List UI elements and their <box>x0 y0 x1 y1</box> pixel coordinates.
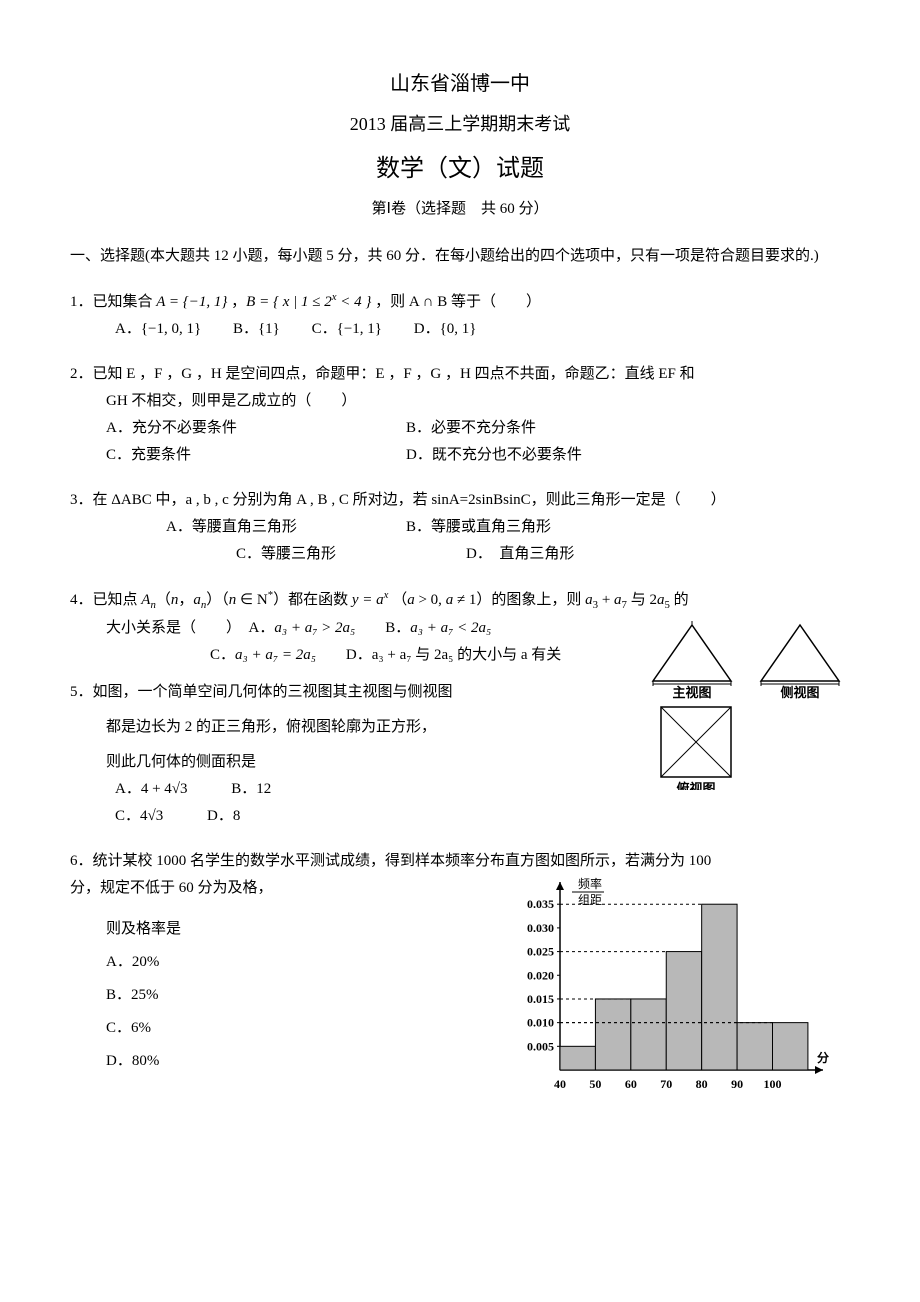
svg-text:0.010: 0.010 <box>527 1016 554 1030</box>
svg-text:0.030: 0.030 <box>527 921 554 935</box>
section-1-title: 一、选择题(本大题共 12 小题，每小题 5 分，共 60 分．在每小题给出的四… <box>70 243 850 270</box>
svg-text:俯视图: 俯视图 <box>676 781 715 790</box>
q1-setA: A = {−1, 1} <box>156 294 227 310</box>
three-view-diagram: 主视图 侧视图俯视图 <box>645 615 850 800</box>
q4-opt-a[interactable]: A．a₃ + a₇ > 2a₅ <box>249 620 356 636</box>
q1-opt-d[interactable]: D．{0, 1} <box>414 316 477 343</box>
svg-text:组距: 组距 <box>578 893 602 907</box>
q2-opt-c[interactable]: C．充要条件 <box>106 442 406 469</box>
part-title: 第Ⅰ卷（选择题 共 60 分） <box>70 196 850 223</box>
q1-opt-b[interactable]: B．{1} <box>233 316 280 343</box>
histogram-svg: 频率组距分 0.005 0.010 0.015 0.020 0.025 0.030 0.035… <box>505 875 850 1130</box>
q4-opt-b[interactable]: B．a₃ + a₇ < 2a₅ <box>385 620 491 636</box>
question-4: 4．已知点 An（n，an）（n ∈ N*）都在函数 y = ax （a > 0… <box>70 586 850 830</box>
subject-title: 数学（文）试题 <box>70 148 850 191</box>
q5-opt-d[interactable]: D．8 <box>207 803 240 830</box>
svg-text:分: 分 <box>817 1050 829 1065</box>
q2-options: A．充分不必要条件 B．必要不充分条件 C．充要条件 D．既不充分也不必要条件 <box>70 415 850 469</box>
three-view-svg: 主视图 侧视图俯视图 <box>645 615 850 790</box>
question-6: 6．统计某校 1000 名学生的数学水平测试成绩，得到样本频率分布直方图如图所示… <box>70 848 850 1140</box>
q3-options: A．等腰直角三角形 B．等腰或直角三角形 C．等腰三角形 D． 直角三角形 <box>70 514 850 568</box>
q4-stem: 4．已知点 An（n，an）（n ∈ N*）都在函数 y = ax （a > 0… <box>70 586 850 615</box>
q4-opt-c[interactable]: C．a₃ + a₇ = 2a₅ <box>210 647 316 663</box>
svg-text:90: 90 <box>731 1077 743 1091</box>
question-2: 2．已知 E ，F ，G ，H 是空间四点，命题甲：E ，F ，G ，H 四点不… <box>70 361 850 469</box>
svg-text:100: 100 <box>764 1077 782 1091</box>
histogram-diagram: 频率组距分 0.005 0.010 0.015 0.020 0.025 0.030 0.035… <box>505 875 850 1140</box>
q3-opt-a[interactable]: A．等腰直角三角形 <box>166 514 406 541</box>
svg-text:侧视图: 侧视图 <box>780 685 819 700</box>
q2-opt-b[interactable]: B．必要不充分条件 <box>406 415 536 442</box>
q1-opt-c[interactable]: C．{−1, 1} <box>312 316 382 343</box>
q2-opt-d[interactable]: D．既不充分也不必要条件 <box>406 442 582 469</box>
svg-text:60: 60 <box>625 1077 637 1091</box>
question-1: 1．已知集合 A = {−1, 1} ，B = { x | 1 ≤ 2x < 4… <box>70 288 850 343</box>
q3-line1: 3．在 ΔABC 中，a , b , c 分别为角 A , B , C 所对边，… <box>70 487 850 514</box>
svg-text:40: 40 <box>554 1077 566 1091</box>
svg-text:主视图: 主视图 <box>672 685 711 700</box>
svg-text:0.025: 0.025 <box>527 945 554 959</box>
exam-name: 2013 届高三上学期期末考试 <box>70 108 850 140</box>
svg-text:50: 50 <box>589 1077 601 1091</box>
q6-line1: 6．统计某校 1000 名学生的数学水平测试成绩，得到样本频率分布直方图如图所示… <box>70 848 850 875</box>
q1-options: A．{−1, 0, 1} B．{1} C．{−1, 1} D．{0, 1} <box>70 316 850 343</box>
q1-setB: B = { x | 1 ≤ 2x < 4 } <box>246 294 371 310</box>
q1-tail: ，则 A ∩ B 等于（ ） <box>371 294 541 310</box>
svg-text:0.015: 0.015 <box>527 992 554 1006</box>
svg-text:0.035: 0.035 <box>527 897 554 911</box>
q4-opt-d[interactable]: D．a₃ + a₇ 与 2a₅ 的大小与 a 有关 <box>346 647 561 663</box>
svg-text:80: 80 <box>696 1077 708 1091</box>
q1-between: ， <box>227 294 246 310</box>
q3-opt-c[interactable]: C．等腰三角形 <box>236 541 466 568</box>
school-name: 山东省淄博一中 <box>70 66 850 102</box>
svg-text:频率: 频率 <box>578 876 602 891</box>
svg-text:0.020: 0.020 <box>527 968 554 982</box>
svg-text:0.005: 0.005 <box>527 1039 554 1053</box>
q2-line1: 2．已知 E ，F ，G ，H 是空间四点，命题甲：E ，F ，G ，H 四点不… <box>70 361 850 388</box>
q5-opt-c[interactable]: C．4√3 <box>115 803 163 830</box>
q3-opt-d[interactable]: D． 直角三角形 <box>466 541 574 568</box>
svg-text:70: 70 <box>660 1077 672 1091</box>
q5-opt-a[interactable]: A．4 + 4√3 <box>115 776 188 803</box>
q1-opt-a[interactable]: A．{−1, 0, 1} <box>115 316 201 343</box>
q2-opt-a[interactable]: A．充分不必要条件 <box>106 415 406 442</box>
q2-line2: GH 不相交，则甲是乙成立的（ ） <box>70 388 850 415</box>
q1-stem-pre: 1．已知集合 <box>70 294 156 310</box>
q3-opt-b[interactable]: B．等腰或直角三角形 <box>406 514 551 541</box>
question-3: 3．在 ΔABC 中，a , b , c 分别为角 A , B , C 所对边，… <box>70 487 850 568</box>
q5-options-2: C．4√3 D．8 <box>70 803 850 830</box>
q5-opt-b[interactable]: B．12 <box>231 776 271 803</box>
